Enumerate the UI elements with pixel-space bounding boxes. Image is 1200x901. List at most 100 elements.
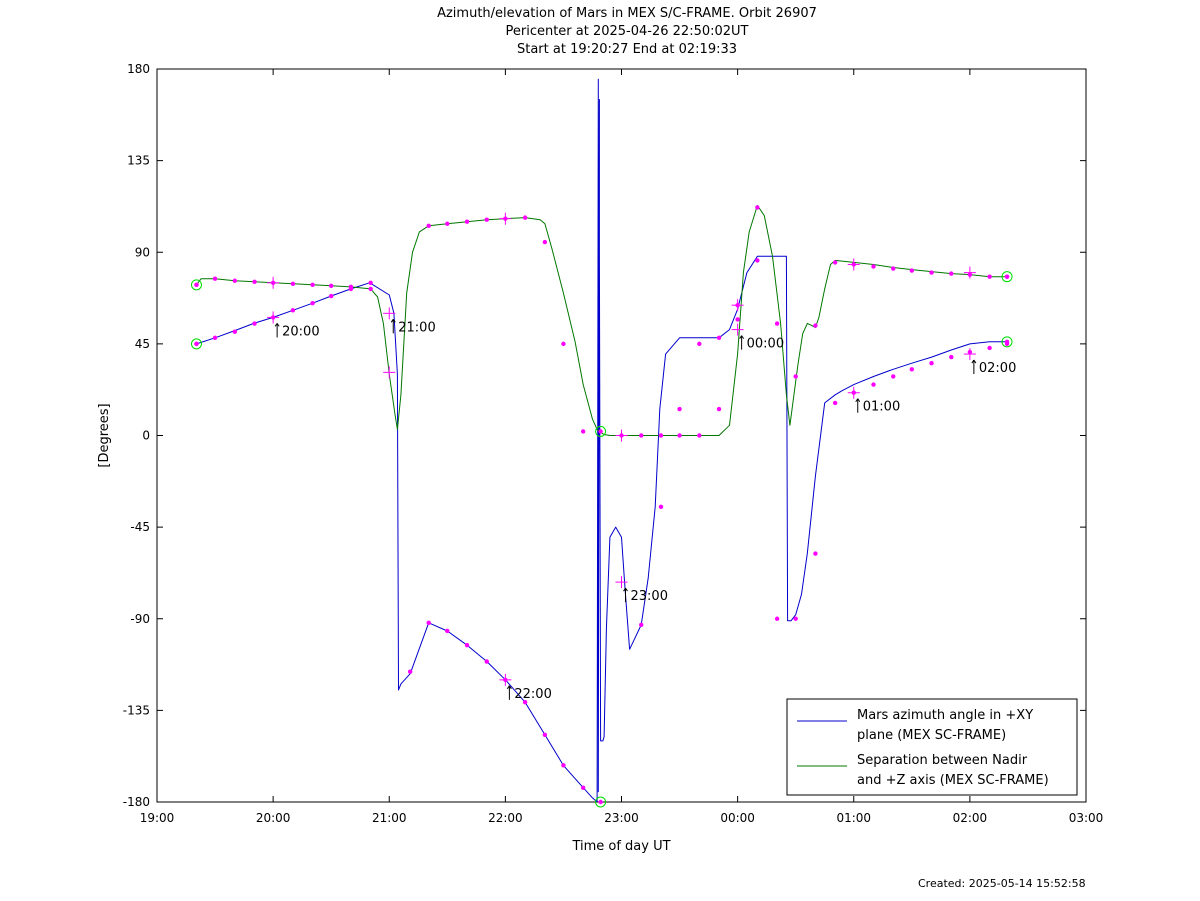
hour-pointer-head xyxy=(973,359,977,364)
hour-label: 21:00 xyxy=(398,320,435,335)
data-point-marker xyxy=(735,317,740,322)
endpoint-dot-marker xyxy=(1004,274,1010,279)
endpoint-circle-marker xyxy=(190,338,202,350)
x-axis-label: Time of day UT xyxy=(571,839,670,854)
data-point-marker xyxy=(445,628,450,634)
hour-pointer-head xyxy=(276,323,280,327)
hour-pointer-head xyxy=(274,323,278,327)
data-point-marker xyxy=(484,217,489,222)
hour-pointer-head xyxy=(390,319,394,323)
data-point-marker xyxy=(561,341,566,347)
hour-label: 01:00 xyxy=(863,400,900,415)
series-line-1 xyxy=(196,78,1007,802)
data-point-marker xyxy=(232,278,238,283)
data-point-marker xyxy=(813,551,818,556)
created-timestamp: Created: 2025-05-14 15:52:58 xyxy=(918,877,1086,890)
y-tick-label: -180 xyxy=(123,795,150,809)
hour-label: 23:00 xyxy=(631,589,668,604)
data-point-marker xyxy=(310,282,315,288)
data-point-marker xyxy=(407,669,413,674)
chart-title: Azimuth/elevation of Mars in MEX S/C-FRA… xyxy=(437,6,817,57)
y-tick-label: 180 xyxy=(127,62,150,76)
endpoint-circle-marker xyxy=(595,425,607,437)
legend-label-2: and +Z axis (MEX SC-FRAME) xyxy=(857,773,1049,788)
data-point-marker xyxy=(542,732,548,738)
data-point-marker xyxy=(871,264,876,269)
data-point-marker xyxy=(677,406,682,412)
data-point-marker xyxy=(561,763,566,768)
data-point-marker xyxy=(368,286,373,292)
y-tick-label: 0 xyxy=(142,429,150,443)
endpoint-dot-marker xyxy=(1004,339,1010,345)
data-markers xyxy=(190,205,1013,808)
data-point-marker xyxy=(658,433,664,438)
y-tick-label: 135 xyxy=(127,154,150,168)
data-point-marker xyxy=(813,323,818,328)
x-tick-label: 00:00 xyxy=(720,811,755,825)
endpoint-dot-marker xyxy=(194,341,199,347)
hour-pointer-head xyxy=(741,335,745,339)
data-point-marker xyxy=(252,279,257,284)
data-point-marker xyxy=(793,616,798,621)
data-point-marker xyxy=(580,785,586,790)
chart-title-line-2: Pericenter at 2025-04-26 22:50:02UT xyxy=(505,24,748,39)
data-point-marker xyxy=(774,616,780,621)
data-point-marker xyxy=(639,622,644,628)
data-point-marker xyxy=(328,283,334,289)
y-tick-label: 90 xyxy=(135,245,150,259)
data-point-marker xyxy=(929,361,934,366)
data-point-marker xyxy=(755,258,760,263)
series-lines xyxy=(196,78,1007,802)
data-point-marker xyxy=(949,271,954,276)
data-point-marker xyxy=(212,276,218,281)
legend-label-1: plane (MEX SC-FRAME) xyxy=(857,728,1006,743)
x-tick-label: 01:00 xyxy=(836,811,871,825)
legend-label-2: Separation between Nadir xyxy=(857,753,1028,768)
x-tick-label: 19:00 xyxy=(140,811,175,825)
data-point-marker xyxy=(290,308,296,313)
data-point-marker xyxy=(464,219,470,224)
endpoint-circle-marker xyxy=(595,796,607,808)
y-tick-label: -90 xyxy=(130,612,150,626)
y-tick-label: -45 xyxy=(130,520,150,534)
series-line-2 xyxy=(196,204,1007,436)
endpoint-dot-marker xyxy=(598,799,603,805)
x-tick-label: 23:00 xyxy=(604,811,639,825)
data-point-marker xyxy=(658,504,664,509)
data-point-marker xyxy=(697,341,702,347)
endpoint-circle-marker xyxy=(190,279,202,291)
data-point-marker xyxy=(328,293,334,299)
data-point-marker xyxy=(929,270,934,275)
data-point-marker xyxy=(290,281,296,287)
data-point-marker xyxy=(310,300,315,306)
x-tick-label: 02:00 xyxy=(953,811,988,825)
endpoint-dot-marker xyxy=(598,429,603,434)
data-point-marker xyxy=(891,374,896,379)
data-point-marker xyxy=(368,280,373,285)
data-point-marker xyxy=(522,700,528,705)
data-point-marker xyxy=(542,239,548,245)
legend: Mars azimuth angle in +XY plane (MEX SC-F… xyxy=(786,698,1078,796)
data-point-marker xyxy=(426,620,431,626)
axis-ticks: 19:00 20:00 21:00 22:00 23:00 00:00 01:00 02:00… xyxy=(123,62,1104,825)
hour-pointer-head xyxy=(623,587,626,592)
y-tick-label: -135 xyxy=(123,703,150,717)
data-point-marker xyxy=(522,215,528,220)
data-point-marker xyxy=(484,659,489,664)
data-point-marker xyxy=(580,429,586,434)
endpoint-dot-marker xyxy=(194,282,199,288)
hour-pointer-head xyxy=(855,398,859,403)
data-point-marker xyxy=(793,374,798,379)
data-point-marker xyxy=(677,433,682,438)
endpoint-circle-marker xyxy=(1001,336,1013,348)
hour-pointer-head xyxy=(392,319,396,323)
hour-label: 00:00 xyxy=(747,337,784,352)
x-tick-label: 03:00 xyxy=(1069,811,1104,825)
hour-label: 22:00 xyxy=(514,687,551,702)
data-point-marker xyxy=(987,274,992,279)
data-point-marker xyxy=(909,367,915,372)
data-point-marker xyxy=(426,223,431,228)
hour-label: 20:00 xyxy=(282,324,319,339)
hour-annotations: 20:00 21:00 22:00 23:00 00:00 01:00 02:00 xyxy=(274,319,1016,702)
legend-label-1: Mars azimuth angle in +XY xyxy=(857,708,1033,723)
